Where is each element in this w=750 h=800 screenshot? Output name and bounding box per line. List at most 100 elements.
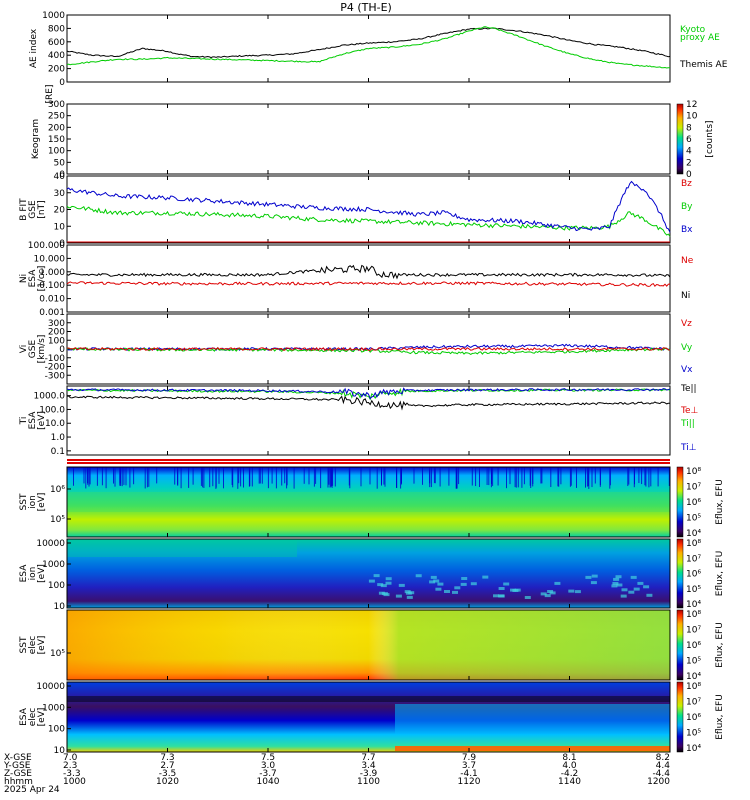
sst-ion-streak-117: [644, 467, 646, 486]
esa-elec-low-band: [395, 746, 670, 751]
sst-ion-streak-100: [320, 467, 322, 489]
esa-ion-patch-51: [385, 581, 392, 585]
time-tick-x-6: 8.2: [656, 753, 670, 763]
ae-panel-legend-0: Kyoto: [680, 25, 706, 35]
time-tick-x-5: 8.1: [562, 753, 576, 763]
velocity-panel-yticklabel-0: -300: [45, 371, 66, 381]
temperature-panel-legend-3: Ti⊥: [680, 443, 697, 453]
sst-ion-streak-94: [148, 467, 150, 487]
esa-ion-patch-54: [621, 588, 628, 592]
velocity-panel-series-2: [66, 346, 671, 352]
esa-ion-patch-35: [540, 592, 547, 596]
esa-ion-patch-29: [554, 581, 561, 585]
bfield-panel-ylabel-2: [nT]: [37, 200, 47, 218]
sst-ion-streak-33: [177, 467, 179, 485]
esa-ion-panel-ylabel-2: [eV]: [37, 564, 47, 583]
sst-ion-streak-40: [192, 467, 194, 485]
sst-ion-streak-60: [303, 467, 305, 484]
esa-elec-panel-yticklabel-3: 10000: [36, 682, 65, 692]
esa-ion-patch-9: [611, 584, 618, 588]
density-panel-series-1: [66, 281, 671, 288]
sst-ion-streak-41: [281, 467, 283, 486]
sst-ion-streak-103: [576, 467, 577, 488]
ae-panel-yticklabel-0: 0: [59, 78, 65, 88]
esa-ion-panel-spectrogram: [67, 539, 670, 608]
sst-ion-streak-15: [523, 467, 525, 485]
bfield-panel-yticklabel-0: 0: [59, 239, 65, 249]
keogram-panel-colorbar-tick-5: 10: [686, 112, 698, 122]
density-panel-ylabel-2: [1/cc]: [37, 266, 47, 292]
temperature-panel-legend-0: Te||: [680, 384, 697, 394]
ae-panel-series-1: [66, 26, 671, 69]
sst-ion-streak-20: [156, 467, 158, 484]
sst-ion-streak-107: [439, 467, 441, 487]
sst-ion-streak-65: [113, 467, 114, 484]
sst-ion-streak-13: [434, 467, 436, 484]
temperature-panel-legend-2: Ti||: [680, 419, 695, 429]
sst-ion-streak-59: [174, 467, 176, 485]
sst-ion-streak-42: [569, 467, 571, 487]
keogram-panel-ylabel: Keogram: [31, 119, 41, 159]
sst-ion-streak-140: [209, 467, 211, 488]
sst-ion-streak-24: [650, 467, 652, 487]
esa-elec-panel: ESA elec [eV] 10 100 1000 10000 10⁴ 10⁵ 10⁶ 10⁷ 10⁸…: [19, 681, 725, 756]
time-tick-hhmm-0: 1000: [63, 777, 86, 787]
keogram-panel-colorbar-tick-6: 12: [686, 100, 697, 110]
sst-ion-streak-31: [349, 467, 351, 489]
esa-ion-panel-yticklabel-3: 10000: [36, 539, 65, 549]
sst-ion-streak-93: [83, 467, 85, 484]
sst-ion-streak-54: [258, 467, 260, 484]
time-tick-z-1: -3.5: [159, 769, 177, 779]
sst-elec-panel-colorbar-tick-0: 10⁴: [686, 672, 701, 682]
keogram-panel-colorbar: [676, 103, 684, 175]
ae-panel-yticklabel-4: 800: [48, 24, 65, 34]
sst-ion-streak-29: [114, 467, 116, 487]
density-panel-yticklabel-5: 100.000: [28, 241, 65, 251]
sst-ion-streak-45: [129, 467, 131, 488]
time-tick-z-2: -3.7: [259, 769, 277, 779]
esa-elec-panel-colorbar: [676, 681, 684, 753]
velocity-panel-yticklabel-3: 0: [59, 345, 65, 355]
esa-ion-patch-6: [633, 587, 640, 591]
sst-ion-streak-75: [540, 467, 542, 484]
ae-panel-legend-1: proxy AE: [680, 33, 720, 43]
sst-elec-panel-colorbar-label: Eflux, EFU: [715, 622, 725, 668]
esa-ion-panel-ylabel-0: ESA: [19, 564, 29, 583]
keogram-panel-yticklabel-4: 200: [48, 123, 65, 133]
sst-ion-streak-88: [251, 467, 253, 487]
sst-ion-streak-123: [121, 467, 123, 487]
esa-ion-panel-ylabel-1: ion: [28, 567, 38, 581]
bfield-panel: B FIT GSE [nT] 0 10 20 30 40 Bz By Bx: [19, 172, 693, 249]
ae-panel-series-0: [66, 27, 671, 59]
ae-panel-yticklabel-1: 200: [48, 65, 65, 75]
bfield-panel-legend-1: By: [681, 202, 693, 212]
sst-ion-streak-50: [261, 467, 263, 484]
time-tick-x-1: 7.3: [160, 753, 174, 763]
density-panel-yticklabel-1: 0.010: [39, 295, 65, 305]
esa-ion-patch-49: [524, 596, 531, 599]
esa-elec-panel-colorbar-tick-4: 10⁸: [686, 682, 701, 692]
sst-ion-streak-26: [88, 467, 90, 487]
sst-ion-panel-colorbar-tick-3: 10⁷: [686, 483, 701, 493]
esa-elec-panel-yticklabel-1: 100: [48, 725, 65, 735]
sst-ion-streak-21: [430, 467, 432, 488]
time-tick-z-4: -4.1: [460, 769, 478, 779]
sst-ion-streak-46: [89, 467, 91, 485]
sst-ion-panel-yticklabel-1: 10⁶: [50, 485, 65, 495]
esa-ion-patch-2: [460, 582, 467, 586]
time-tick-hhmm-4: 1120: [458, 777, 481, 787]
esa-elec-panel-yticklabel-0: 10: [54, 746, 66, 756]
sst-ion-streak-52: [609, 467, 611, 489]
esa-ion-patch-39: [454, 586, 461, 590]
keogram-panel-colorbar-tick-4: 8: [686, 123, 692, 133]
temperature-panel-yticklabel-0: 0.1: [51, 447, 65, 457]
time-tick-y-3: 3.4: [361, 761, 376, 771]
sst-ion-streak-23: [558, 467, 560, 487]
esa-ion-patch-3: [544, 594, 551, 598]
time-tick-y-1: 2.7: [160, 761, 174, 771]
esa-ion-patch-48: [549, 591, 556, 595]
esa-ion-panel-yticklabel-0: 10: [54, 602, 66, 612]
